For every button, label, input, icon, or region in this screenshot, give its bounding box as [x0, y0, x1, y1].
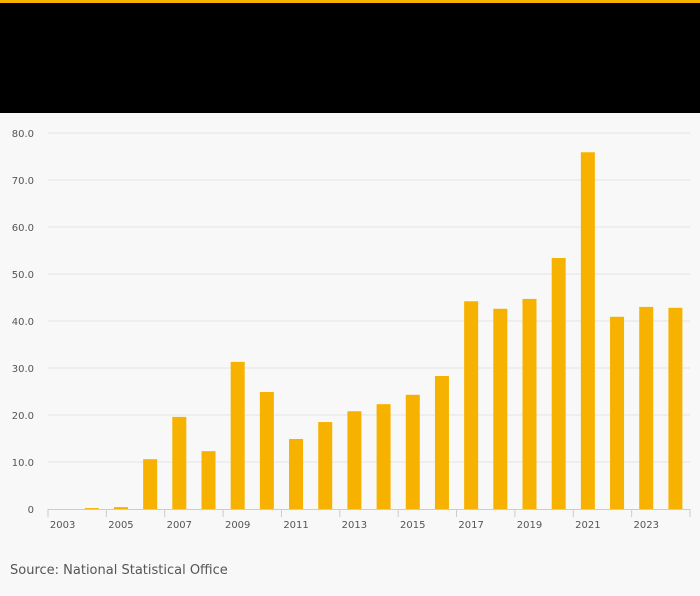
bar [347, 411, 361, 509]
source-note: Source: National Statistical Office [10, 563, 228, 578]
bar [639, 307, 653, 509]
x-tick-label: 2003 [50, 520, 75, 531]
y-tick-label: 40.0 [12, 317, 34, 328]
bar [231, 362, 245, 509]
x-tick-label: 2021 [575, 520, 600, 531]
bar [435, 376, 449, 509]
x-tick-label: 2005 [108, 520, 133, 531]
y-tick-label: 30.0 [12, 364, 34, 375]
accent-stripe [0, 0, 700, 3]
y-tick-label: 80.0 [12, 129, 34, 140]
y-tick-label: 10.0 [12, 458, 34, 469]
bar [406, 395, 420, 509]
x-tick-label: 2011 [283, 520, 308, 531]
x-tick-label: 2017 [458, 520, 483, 531]
y-tick-label: 70.0 [12, 176, 34, 187]
bar [581, 152, 595, 509]
bar [85, 508, 99, 509]
bar [143, 459, 157, 509]
bar [523, 299, 537, 509]
bar [668, 308, 682, 509]
bar [610, 317, 624, 509]
x-tick-label: 2013 [342, 520, 367, 531]
y-tick-label: 0 [28, 505, 34, 516]
bar [114, 507, 128, 509]
y-tick-label: 50.0 [12, 270, 34, 281]
y-tick-label: 20.0 [12, 411, 34, 422]
bar [202, 451, 216, 509]
bar-chart: 0 10.0 20.0 30.0 40.0 50.0 60.0 70.0 80.0 2003 200… [0, 113, 700, 533]
bar [464, 301, 478, 509]
bar [493, 309, 507, 509]
bar [552, 258, 566, 509]
bar [172, 417, 186, 509]
x-tick-label: 2019 [517, 520, 542, 531]
x-tick-label: 2015 [400, 520, 425, 531]
bar [260, 392, 274, 509]
x-tick-label: 2009 [225, 520, 250, 531]
bar [377, 404, 391, 509]
bar [289, 439, 303, 509]
bar [318, 422, 332, 509]
x-tick-label: 2007 [167, 520, 192, 531]
x-tick-label: 2023 [634, 520, 659, 531]
header-banner [0, 0, 700, 113]
y-tick-label: 60.0 [12, 223, 34, 234]
